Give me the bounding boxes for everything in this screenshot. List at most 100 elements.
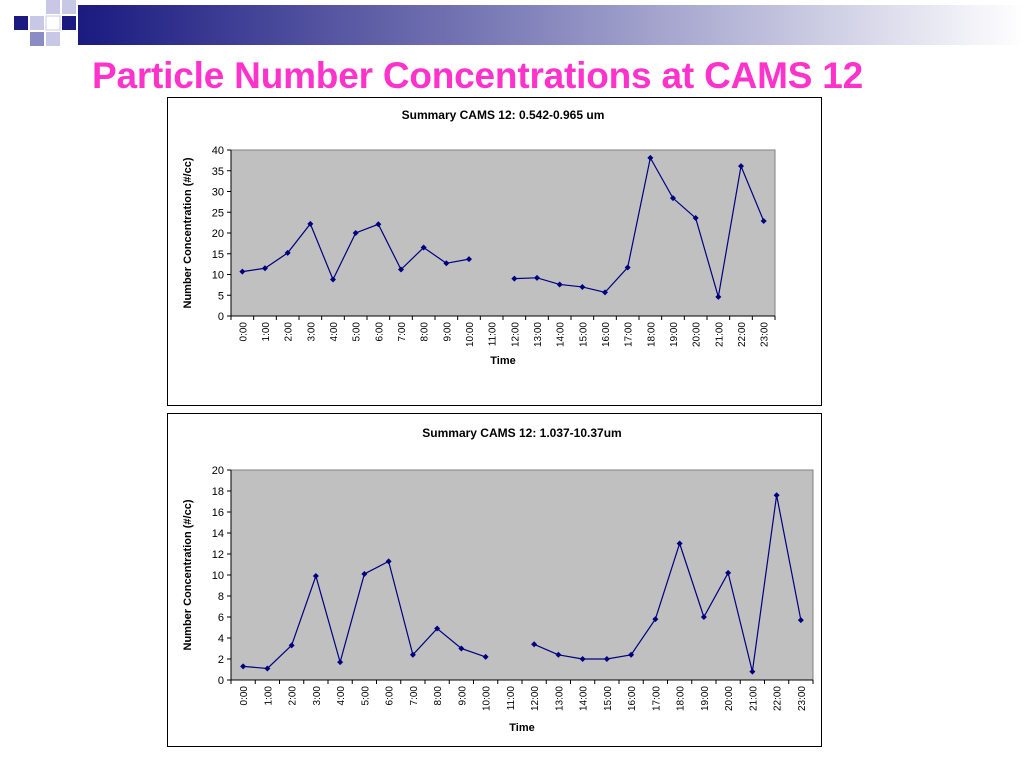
x-tick-label: 16:00 — [627, 686, 638, 711]
data-point — [579, 283, 586, 290]
data-point — [458, 645, 465, 652]
x-tick-label: 23:00 — [760, 322, 771, 347]
data-point — [288, 642, 295, 649]
x-tick-label: 9:00 — [442, 322, 453, 342]
x-tick-label: 18:00 — [646, 322, 657, 347]
data-point — [555, 651, 562, 658]
data-point — [434, 625, 441, 632]
series-line — [514, 156, 765, 298]
x-tick-label: 0:00 — [239, 686, 250, 706]
x-tick-label: 12:00 — [510, 322, 521, 347]
x-tick-label: 11:00 — [506, 686, 517, 711]
y-tick-label: 4 — [218, 633, 224, 645]
data-point — [579, 656, 586, 662]
data-point — [676, 540, 683, 547]
data-point — [700, 614, 707, 620]
y-tick-label: 35 — [212, 166, 224, 178]
data-point — [398, 266, 404, 273]
x-tick-label: 7:00 — [397, 322, 408, 342]
x-tick-label: 0:00 — [238, 322, 249, 342]
x-tick-label: 15:00 — [603, 686, 614, 711]
chart-panel-large-particles: Summary CAMS 12: 1.037-10.37um 0 2 4 6 8 10 12 1… — [167, 413, 822, 747]
y-tick-label: 10 — [212, 270, 224, 282]
chart-panel-small-particles: Summary CAMS 12: 0.542-0.965 um 0 5 10 15 20 2… — [167, 97, 822, 406]
data-point — [531, 641, 538, 648]
x-tick-label: 2:00 — [288, 686, 299, 706]
x-tick-label: 21:00 — [748, 686, 759, 711]
y-tick-label: 6 — [218, 612, 224, 624]
x-tick-label: 4:00 — [336, 686, 347, 706]
slide-header-decoration — [14, 0, 1024, 46]
header-square — [46, 0, 60, 14]
y-tick-label: 0 — [218, 311, 224, 323]
data-point — [312, 573, 319, 580]
x-tick-label: 11:00 — [488, 322, 499, 347]
data-point — [603, 656, 610, 662]
y-axis-label: Number Concentration (#/cc) — [182, 499, 194, 650]
x-tick-label: 22:00 — [773, 686, 784, 711]
header-square — [62, 16, 76, 30]
x-tick-label: 14:00 — [556, 322, 567, 347]
line-chart-1: Summary CAMS 12: 1.037-10.37um 0 2 4 6 8 10 12 1… — [182, 426, 814, 734]
data-point — [738, 163, 744, 170]
x-tick-label: 13:00 — [533, 322, 544, 347]
plot-area — [230, 469, 814, 681]
data-point — [602, 289, 608, 296]
x-tick-label: 14:00 — [579, 686, 590, 711]
x-tick-label: 6:00 — [374, 322, 385, 342]
data-point — [337, 659, 344, 666]
header-square — [30, 16, 44, 30]
x-tick-label: 5:00 — [360, 686, 371, 706]
x-tick-label: 10:00 — [465, 322, 476, 347]
x-tick-label: 19:00 — [700, 686, 711, 711]
data-point — [624, 264, 631, 271]
data-point — [670, 195, 676, 202]
x-axis-label: Time — [509, 722, 534, 734]
data-point — [264, 665, 271, 672]
y-tick-label: 0 — [218, 675, 224, 687]
chart-title: Summary CAMS 12: 1.037-10.37um — [422, 426, 621, 440]
y-tick-label: 15 — [212, 249, 224, 261]
y-tick-label: 16 — [212, 507, 224, 519]
plot-area — [230, 149, 776, 317]
line-chart-0: Summary CAMS 12: 0.542-0.965 um 0 5 10 15 20 2… — [182, 108, 776, 367]
data-point — [760, 217, 767, 224]
data-point — [385, 558, 392, 565]
data-point — [749, 668, 756, 675]
y-tick-label: 40 — [212, 145, 224, 157]
data-point — [628, 651, 635, 658]
data-point — [556, 281, 563, 288]
data-point — [307, 220, 314, 227]
header-square — [30, 32, 44, 46]
data-point — [511, 275, 518, 282]
data-point — [284, 249, 291, 256]
slide-title: Particle Number Concentrations at CAMS 1… — [92, 55, 864, 96]
data-point — [773, 492, 780, 499]
data-point — [420, 244, 427, 251]
y-tick-label: 12 — [212, 549, 224, 561]
x-tick-label: 23:00 — [797, 686, 808, 711]
x-tick-label: 8:00 — [420, 322, 431, 342]
x-tick-label: 22:00 — [737, 322, 748, 347]
chart-title: Summary CAMS 12: 0.542-0.965 um — [402, 108, 605, 122]
data-point — [330, 276, 336, 283]
data-point — [652, 616, 659, 623]
x-tick-label: 17:00 — [624, 322, 635, 347]
data-point — [534, 274, 540, 281]
data-point — [352, 230, 359, 236]
y-tick-label: 30 — [212, 187, 224, 199]
x-tick-label: 19:00 — [669, 322, 680, 347]
y-tick-label: 20 — [212, 465, 224, 477]
data-point — [240, 663, 247, 670]
data-point — [443, 260, 450, 267]
y-tick-label: 18 — [212, 486, 224, 498]
x-axis-label: Time — [490, 355, 515, 367]
x-tick-label: 8:00 — [433, 686, 444, 706]
x-tick-label: 21:00 — [714, 322, 725, 347]
x-tick-label: 4:00 — [329, 322, 340, 342]
y-tick-label: 20 — [212, 228, 224, 240]
data-point — [409, 651, 416, 658]
x-tick-label: 6:00 — [385, 686, 396, 706]
x-tick-label: 16:00 — [601, 322, 612, 347]
y-tick-label: 14 — [212, 528, 224, 540]
